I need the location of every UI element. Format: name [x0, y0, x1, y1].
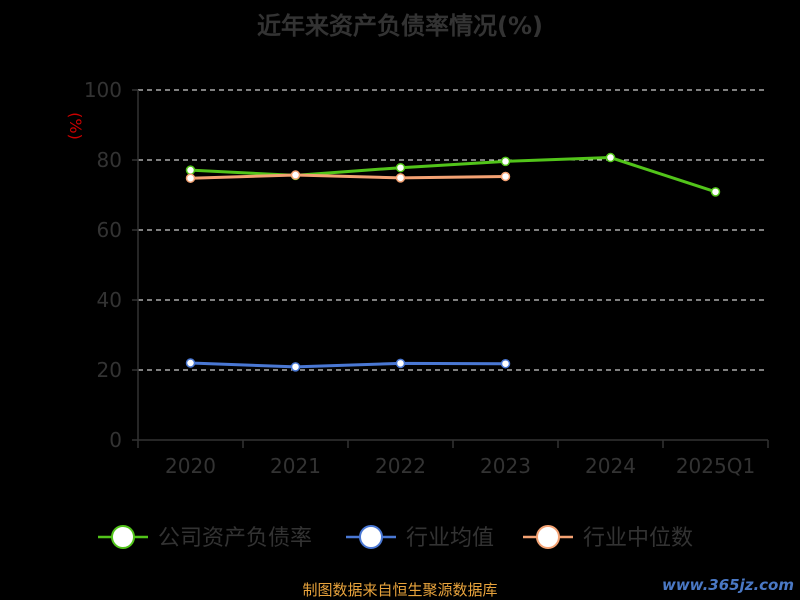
y-tick-label: 40 [97, 288, 122, 312]
data-point [185, 165, 196, 175]
data-point [605, 152, 616, 163]
data-point [500, 358, 511, 369]
watermark: www.365jz.com [661, 576, 794, 594]
legend-label: 行业均值 [406, 526, 494, 551]
data-point [500, 156, 511, 167]
data-point [395, 173, 406, 183]
x-tick-label: 2020 [165, 454, 216, 478]
legend-marker [359, 525, 383, 549]
x-tick-label: 2024 [585, 454, 636, 478]
y-tick-label: 60 [97, 218, 122, 242]
data-point [185, 358, 196, 368]
y-tick-label: 80 [97, 148, 122, 172]
series-line [190, 173, 506, 180]
data-point [710, 187, 721, 197]
data-point [395, 162, 406, 173]
x-tick-label: 2025Q1 [676, 454, 755, 478]
y-tick-label: 20 [97, 358, 122, 382]
legend-label: 公司资产负债率 [158, 526, 312, 551]
data-point [500, 171, 511, 182]
chart-title: 近年来资产负债率情况(%) [257, 12, 543, 40]
legend-label: 行业中位数 [583, 526, 693, 551]
data-point [395, 358, 406, 369]
data-source-note: 制图数据来自恒生聚源数据库 [302, 581, 498, 599]
y-tick-label: 0 [109, 428, 122, 452]
legend-marker [536, 525, 560, 549]
data-point [185, 173, 196, 183]
x-tick-label: 2022 [375, 454, 426, 478]
y-tick-label: 100 [84, 78, 122, 102]
data-point [290, 170, 301, 180]
y-axis-label: (%) [66, 112, 85, 140]
series-line [190, 361, 506, 369]
x-tick-label: 2021 [270, 454, 321, 478]
legend-marker [111, 525, 135, 549]
data-point [290, 362, 301, 372]
x-tick-label: 2023 [480, 454, 531, 478]
